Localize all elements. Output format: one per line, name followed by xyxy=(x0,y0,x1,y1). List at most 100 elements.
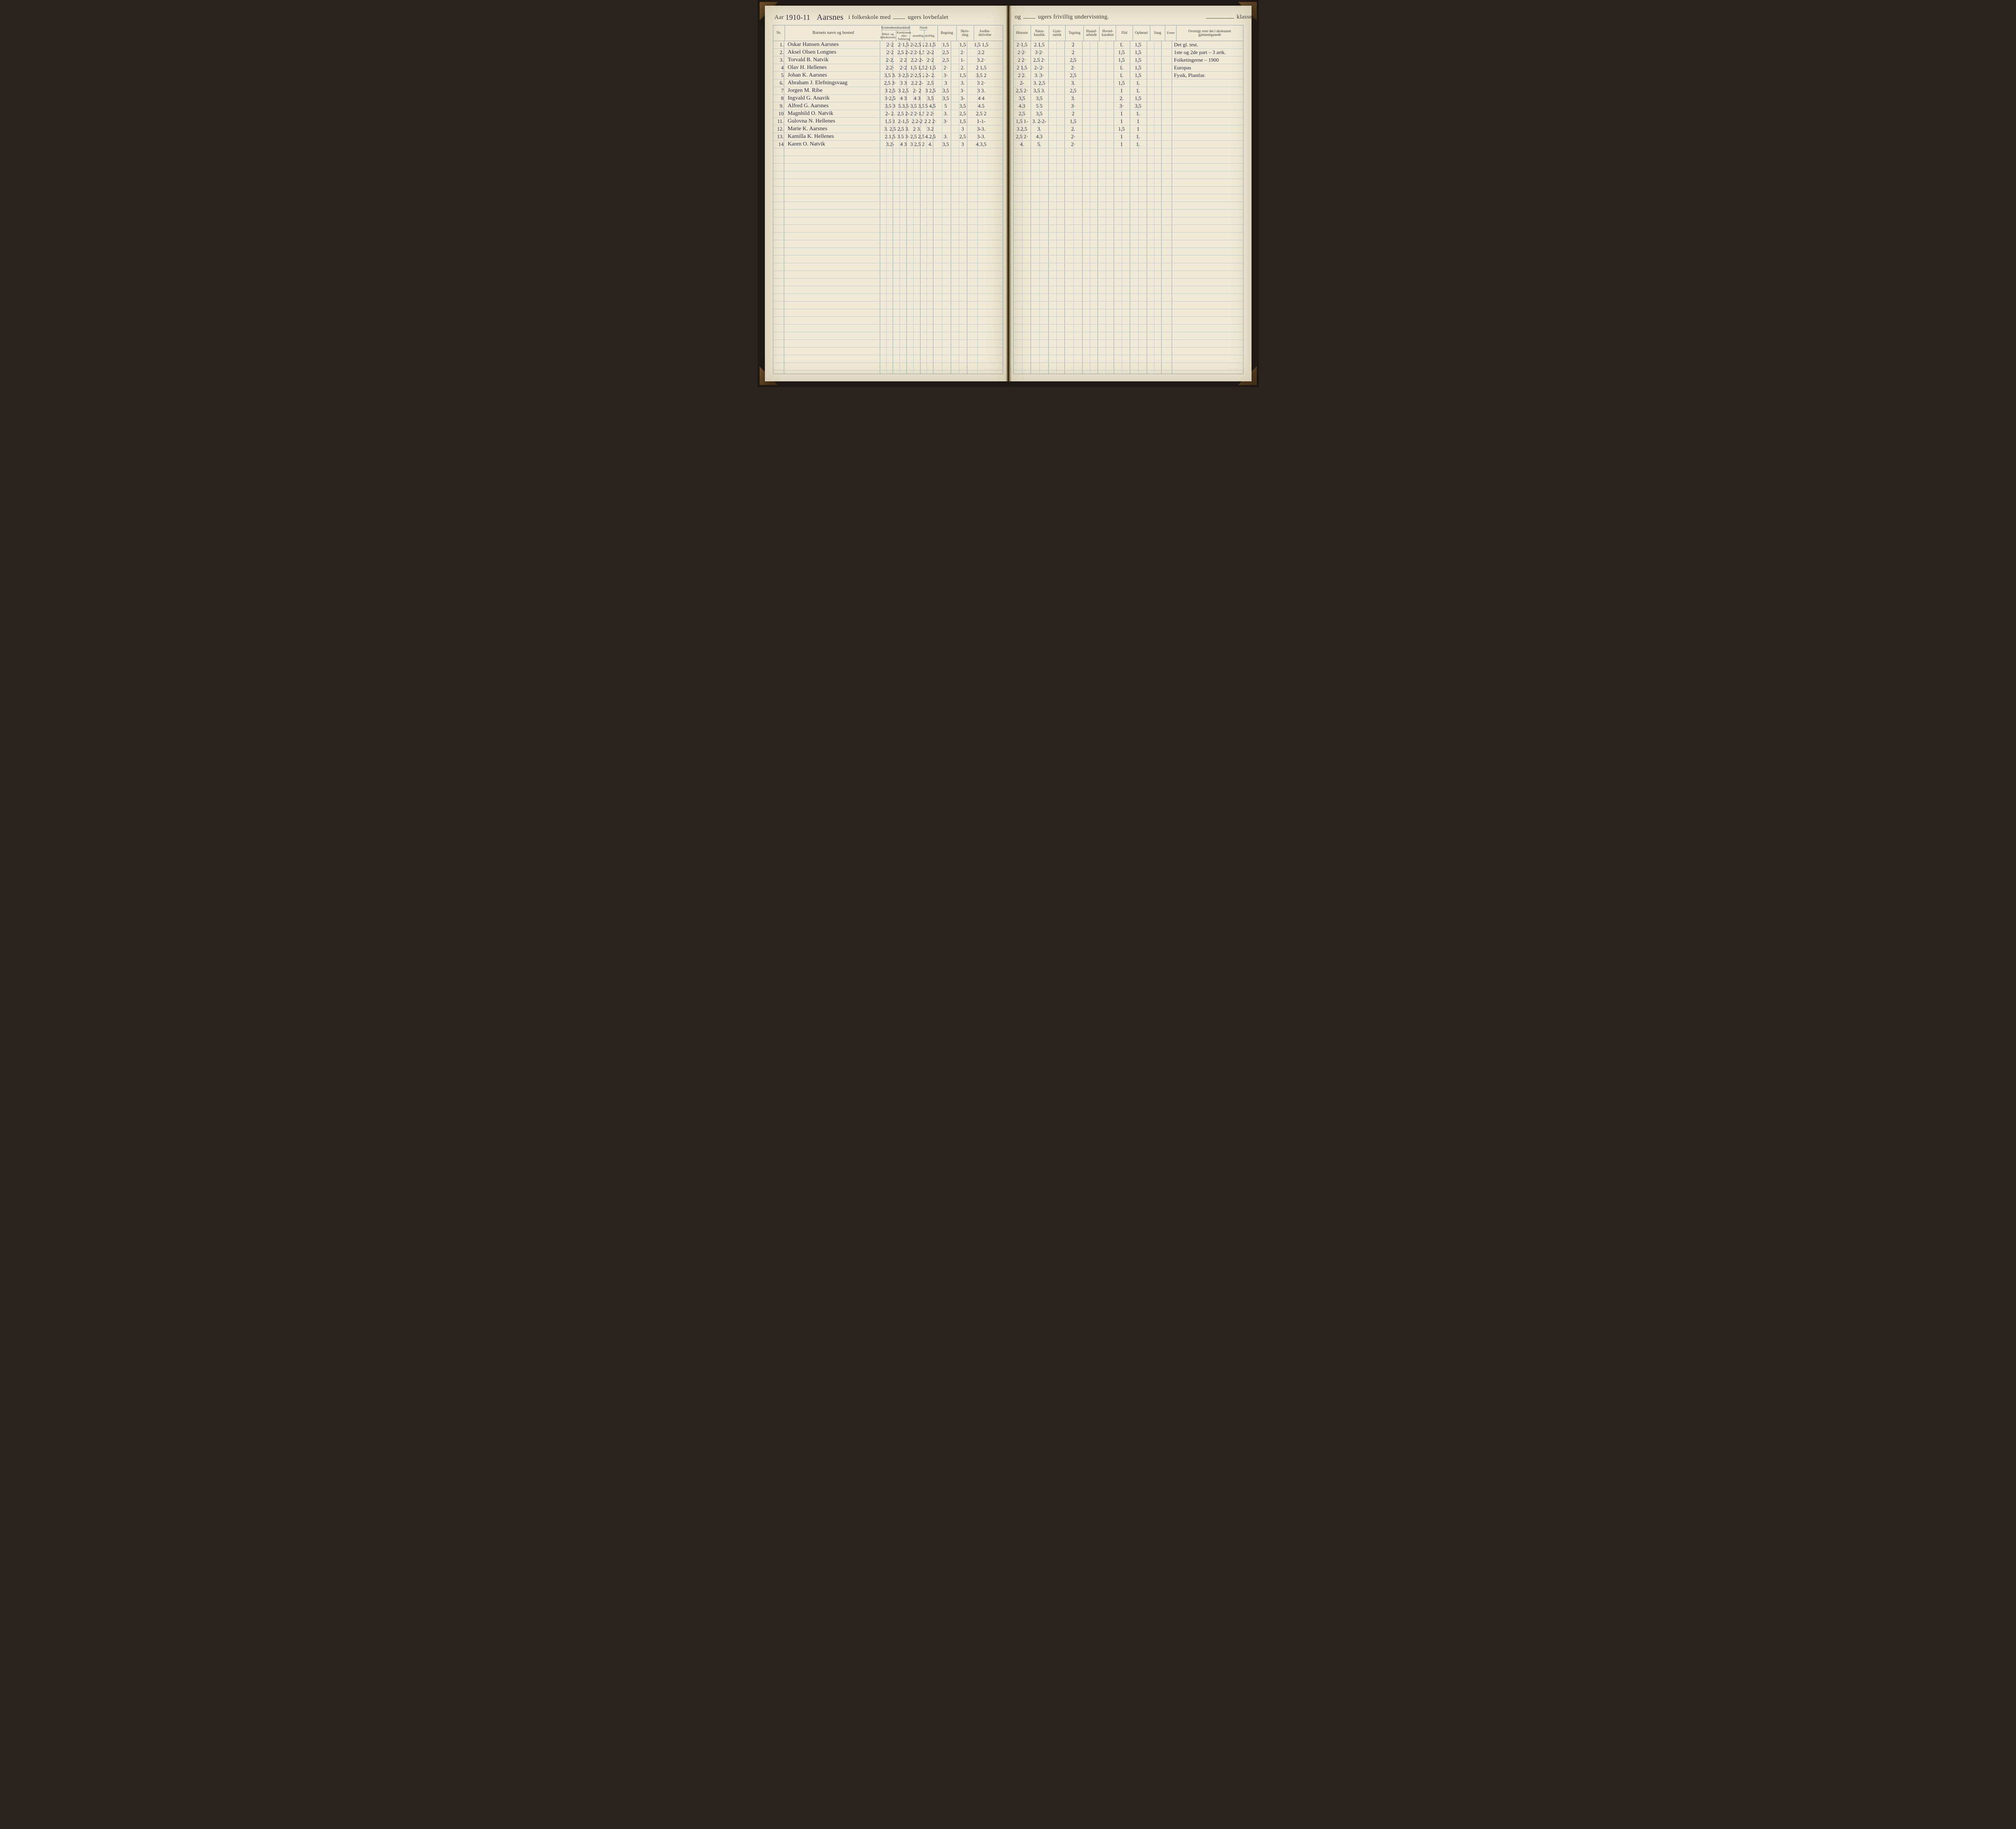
cell-flid: 1,5 xyxy=(1114,126,1130,132)
cell-krist1: 3,5 3. xyxy=(884,72,897,79)
table-left: Nr. Barnets navn og bosted Kristendomsku… xyxy=(773,25,1003,374)
cell-teg: 2· xyxy=(1064,141,1082,148)
cell-hist: 2,5 xyxy=(1014,110,1031,117)
cell-nat: 3,5 xyxy=(1031,95,1048,102)
cell-nat: 3. 2,5 xyxy=(1031,80,1048,86)
cell-regning: 2,5 xyxy=(937,49,955,56)
cell-norsk1: 2-2,5 2 xyxy=(910,42,924,48)
table-row: 12.Marie K. Aarsnes3. 2,52,5 3.2 3.3.233… xyxy=(773,125,1003,133)
cell-name: Gulovna N. Hellenes xyxy=(785,118,884,125)
cell-jord: 4 4 xyxy=(971,95,992,102)
cell-teg: 3· xyxy=(1064,103,1082,109)
table-row: 4.35 53·3·3,5 xyxy=(1014,102,1243,110)
cell-jord: 3,5 2 xyxy=(971,72,992,79)
cell-opf: 1. xyxy=(1130,80,1147,86)
cell-krist2: 2-1,5 xyxy=(897,118,910,125)
cell-nat: 5. xyxy=(1031,141,1048,148)
col-oversigt: Oversigt over det i skoleaaret gjennemga… xyxy=(1177,25,1243,41)
table-row: 5Johan K. Aarsnes3,5 3.3·2,52·2,5 22- 2.… xyxy=(773,71,1003,79)
cell-name: Karen O. Natvik xyxy=(785,141,884,148)
cell-nat: 3. 3· xyxy=(1031,72,1048,79)
cell-hist: 4.3 xyxy=(1014,103,1031,109)
cell-teg: 1,5 xyxy=(1064,118,1082,125)
col-historie: Historie xyxy=(1014,25,1031,41)
table-row: 2 2.3. 3·2,51.1,5Fysik, Plantlar. xyxy=(1014,71,1243,79)
cell-norsk1: 2 2·1,5 xyxy=(910,110,924,117)
cell-teg: 2· xyxy=(1064,133,1082,140)
col-name: Barnets navn og bosted xyxy=(785,25,882,41)
cell-hist: 2 2. xyxy=(1014,72,1031,79)
cell-jord: 3 3. xyxy=(971,87,992,94)
table-row: 2 2·2,5 2·2,51,51,5Folketingerne – 1900 xyxy=(1014,56,1243,64)
col-norsk-skrift: skriftlig xyxy=(925,30,935,41)
cell-jord: 3 2· xyxy=(971,80,992,86)
cell-hist: 2,5 2· xyxy=(1014,87,1031,94)
cell-over: Fysik, Plantlar. xyxy=(1172,72,1243,79)
cell-over: Europas xyxy=(1172,65,1243,71)
page-right: og ugers frivillig undervisning. klasse.… xyxy=(1009,6,1252,381)
cell-flid: 1,5 xyxy=(1114,49,1130,56)
cell-opf: 1,5 xyxy=(1130,57,1147,63)
table-head-right: Historie Natur- kundsk. Gym- nastik Tegn… xyxy=(1014,25,1243,41)
cell-name: Olav H. Hellenes xyxy=(785,65,884,71)
cell-flid: 1. xyxy=(1114,42,1130,48)
cell-opf: 1,5 xyxy=(1130,49,1147,56)
cell-norsk1: 2·2,5 2 xyxy=(910,72,924,79)
cell-name: Kamilla K. Hellenes xyxy=(785,133,884,140)
cell-name: Alfred G. Aarsnes xyxy=(785,103,884,109)
cell-krist1: 3.2- xyxy=(884,141,897,148)
cell-krist1: 3·2,5 xyxy=(884,95,897,102)
cell-krist1: 2·2 xyxy=(884,42,897,48)
table-row: 3.2,53.2.1,51 xyxy=(1014,125,1243,133)
cell-flid: 3· xyxy=(1114,103,1130,109)
cell-nr: 8 xyxy=(773,95,785,102)
cell-norsk1: 2.2 2- xyxy=(910,80,924,86)
table-row: 7Jorgen M. Ribe3 2,53 2,52· 23 2,53,53·3… xyxy=(773,87,1003,94)
cell-nat: 2,5 2· xyxy=(1031,57,1048,63)
blank-uker-1 xyxy=(893,12,905,19)
table-row: 1.Oskar Hansen Aarsnes2·22·1,52-2,5 22.1… xyxy=(773,41,1003,48)
cell-hist: 1,5 1- xyxy=(1014,118,1031,125)
cell-krist1: 2.1,5 xyxy=(884,133,897,140)
cell-name: Ingvald G. Anavik xyxy=(785,95,884,102)
cell-krist2: 3 3 xyxy=(897,80,910,86)
cell-krist1: 2·2 xyxy=(884,49,897,56)
cell-flid: 1. xyxy=(1114,65,1130,71)
cell-opf: 1. xyxy=(1130,110,1147,117)
col-opforsel: Opførsel xyxy=(1133,25,1150,41)
cell-opf: 1,5 xyxy=(1130,95,1147,102)
col-tegning: Tegning xyxy=(1066,25,1084,41)
cell-nr: 4 xyxy=(773,65,785,71)
cell-over: 1ste og 2de part – 3 artk. xyxy=(1172,49,1243,56)
cell-jord: 1,5 1,5 xyxy=(971,42,992,48)
label-aar: Aar xyxy=(775,14,784,21)
cell-krist1: 1,5 1 xyxy=(884,118,897,125)
cell-flid: 1 xyxy=(1114,141,1130,148)
cell-nr: 12. xyxy=(773,126,785,132)
cell-skriv: 3. xyxy=(955,80,971,86)
table-head-left: Nr. Barnets navn og bosted Kristendomsku… xyxy=(773,25,1003,41)
cell-nr: 9. xyxy=(773,103,785,109)
cell-norsk1: 2.2-2 xyxy=(910,118,924,125)
label-og: og xyxy=(1015,14,1021,20)
cell-regning: 3· xyxy=(937,118,955,125)
cell-flid: 1. xyxy=(1114,72,1130,79)
cell-norsk2: 4. xyxy=(924,141,937,148)
cell-hist: 2,5 2· xyxy=(1014,133,1031,140)
cell-nat: 5 5 xyxy=(1031,103,1048,109)
cell-teg: 2· xyxy=(1064,65,1082,71)
cell-skriv: 3 xyxy=(955,141,971,148)
cell-norsk1: 3 2,5 2· xyxy=(910,141,924,148)
cell-hist: 2 2· xyxy=(1014,57,1031,63)
cell-norsk1: 2· 2 xyxy=(910,87,924,94)
cell-norsk2: 2-2 xyxy=(924,49,937,56)
col-natur: Natur- kundsk. xyxy=(1031,25,1049,41)
col-norsk-mund: mundtlig xyxy=(912,30,925,41)
table-row: 3.Torvald B. Natvik2·2.2 22.2·2-2·22,51-… xyxy=(773,56,1003,64)
cell-teg: 2,5 xyxy=(1064,57,1082,63)
cell-nr: 14 xyxy=(773,141,785,148)
cell-krist1: 3 2,5 xyxy=(884,87,897,94)
cell-skriv: 1,5 xyxy=(955,118,971,125)
cell-regning: 1,5 xyxy=(937,42,955,48)
cell-nat: 3·2· xyxy=(1031,49,1048,56)
